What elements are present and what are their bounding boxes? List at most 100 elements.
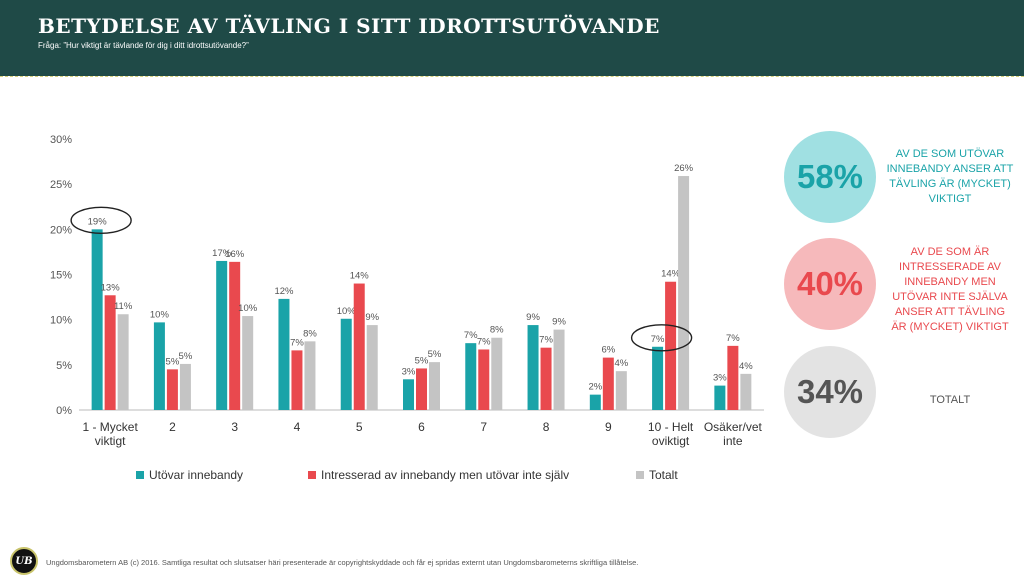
x-tick-label: Osäker/vet	[704, 420, 763, 434]
x-tick-label: viktigt	[95, 434, 126, 448]
x-tick-label: 3	[231, 420, 238, 434]
x-tick-label: oviktigt	[652, 434, 690, 448]
x-tick-label: 5	[356, 420, 363, 434]
header-bar: BETYDELSE AV TÄVLING I SITT IDROTTSUTÖVA…	[0, 0, 1024, 76]
bar	[242, 316, 254, 410]
bar	[615, 371, 627, 410]
legend-item-utovar: Utövar innebandy	[136, 468, 243, 482]
data-label: 16%	[225, 249, 245, 260]
bar	[179, 363, 191, 410]
y-tick-label: 10%	[50, 315, 72, 327]
data-label: 5%	[166, 356, 180, 367]
stat-circle-intresserad: 40%	[784, 238, 876, 330]
bar	[553, 329, 565, 410]
x-tick-label: 10 - Helt	[648, 420, 694, 434]
highlight-ellipse	[630, 324, 693, 352]
bar	[291, 350, 303, 410]
bar	[117, 314, 129, 410]
highlight-ellipse	[70, 206, 132, 235]
data-label: 7%	[290, 337, 304, 348]
bar	[465, 343, 477, 410]
y-tick-label: 30%	[50, 134, 72, 146]
bar	[714, 385, 726, 410]
data-label: 5%	[428, 349, 442, 360]
bar	[166, 369, 178, 410]
data-label: 7%	[477, 336, 491, 347]
data-label: 6%	[601, 345, 615, 356]
x-tick-label: 6	[418, 420, 425, 434]
data-label: 26%	[674, 163, 694, 174]
bar	[416, 368, 427, 410]
bar	[665, 281, 677, 410]
page-subtitle: Fråga: ”Hur viktigt är tävlande för dig …	[38, 41, 249, 50]
legend-swatch-intresserad	[308, 471, 316, 479]
y-tick-label: 25%	[50, 179, 72, 191]
data-label: 11%	[114, 301, 133, 312]
data-label: 10%	[238, 303, 258, 314]
bar	[740, 373, 752, 410]
bar	[727, 345, 739, 410]
bar	[491, 337, 503, 410]
stat-text-utovar: AV DE SOM UTÖVAR INNEBANDY ANSER ATT TÄV…	[886, 148, 1014, 205]
data-label: 14%	[661, 269, 681, 280]
bar	[353, 283, 365, 410]
data-label: 5%	[415, 355, 429, 366]
data-label: 9%	[365, 312, 379, 323]
x-tick-label: 8	[543, 420, 550, 434]
data-label: 2%	[588, 382, 602, 393]
bar	[104, 295, 116, 410]
legend-item-totalt: Totalt	[636, 468, 678, 482]
legend-swatch-totalt	[636, 471, 644, 479]
legend-label-totalt: Totalt	[649, 468, 678, 482]
stat-text-totalt: TOTALT	[929, 394, 971, 406]
bar	[429, 362, 440, 410]
bar	[678, 176, 690, 410]
data-label: 8%	[303, 328, 317, 339]
stat-circle-utovar: 58%	[784, 131, 876, 223]
data-label: 10%	[337, 306, 357, 317]
data-label: 3%	[402, 366, 416, 377]
x-tick-label: 4	[294, 420, 301, 434]
data-label: 7%	[464, 330, 478, 341]
data-label: 9%	[526, 312, 540, 323]
y-tick-label: 15%	[50, 270, 72, 282]
bar	[340, 318, 352, 410]
bar	[91, 229, 103, 410]
data-label: 7%	[726, 333, 740, 344]
y-tick-label: 20%	[50, 224, 72, 236]
data-label: 12%	[274, 286, 294, 297]
data-label: 4%	[739, 361, 753, 372]
legend-label-utovar: Utövar innebandy	[149, 468, 244, 482]
data-label: 17%	[212, 248, 232, 259]
ungdomsbarometern-logo: UB	[10, 547, 38, 575]
x-tick-label: 9	[605, 420, 612, 434]
page-title: BETYDELSE AV TÄVLING I SITT IDROTTSUTÖVA…	[38, 14, 660, 38]
data-label: 14%	[350, 271, 370, 282]
bar	[229, 261, 241, 410]
data-label: 8%	[490, 325, 504, 336]
bar	[652, 346, 664, 410]
x-tick-label: 1 - Mycket	[82, 420, 138, 434]
data-label: 13%	[101, 282, 121, 293]
bar	[278, 298, 290, 410]
data-label: 4%	[614, 358, 628, 369]
bar	[304, 341, 316, 410]
data-label: 9%	[552, 317, 566, 328]
bar	[366, 325, 378, 410]
bar	[478, 349, 490, 410]
x-tick-label: inte	[723, 434, 743, 448]
data-label: 10%	[150, 309, 170, 320]
y-tick-label: 0%	[56, 405, 72, 417]
data-label: 7%	[539, 335, 553, 346]
bar	[602, 357, 614, 410]
stat-text-intresserad: AV DE SOM ÄR INTRESSERADE AV INNEBANDY M…	[891, 246, 1009, 333]
legend-swatch-utovar	[136, 471, 144, 479]
data-label: 19%	[88, 216, 108, 227]
bar	[540, 347, 552, 410]
footer-copyright: Ungdomsbarometern AB (c) 2016. Samtliga …	[46, 558, 639, 567]
bar	[153, 322, 165, 410]
data-label: 5%	[179, 351, 193, 362]
legend-item-intresserad: Intresserad av innebandy men utövar inte…	[308, 468, 569, 482]
bar	[216, 260, 228, 410]
